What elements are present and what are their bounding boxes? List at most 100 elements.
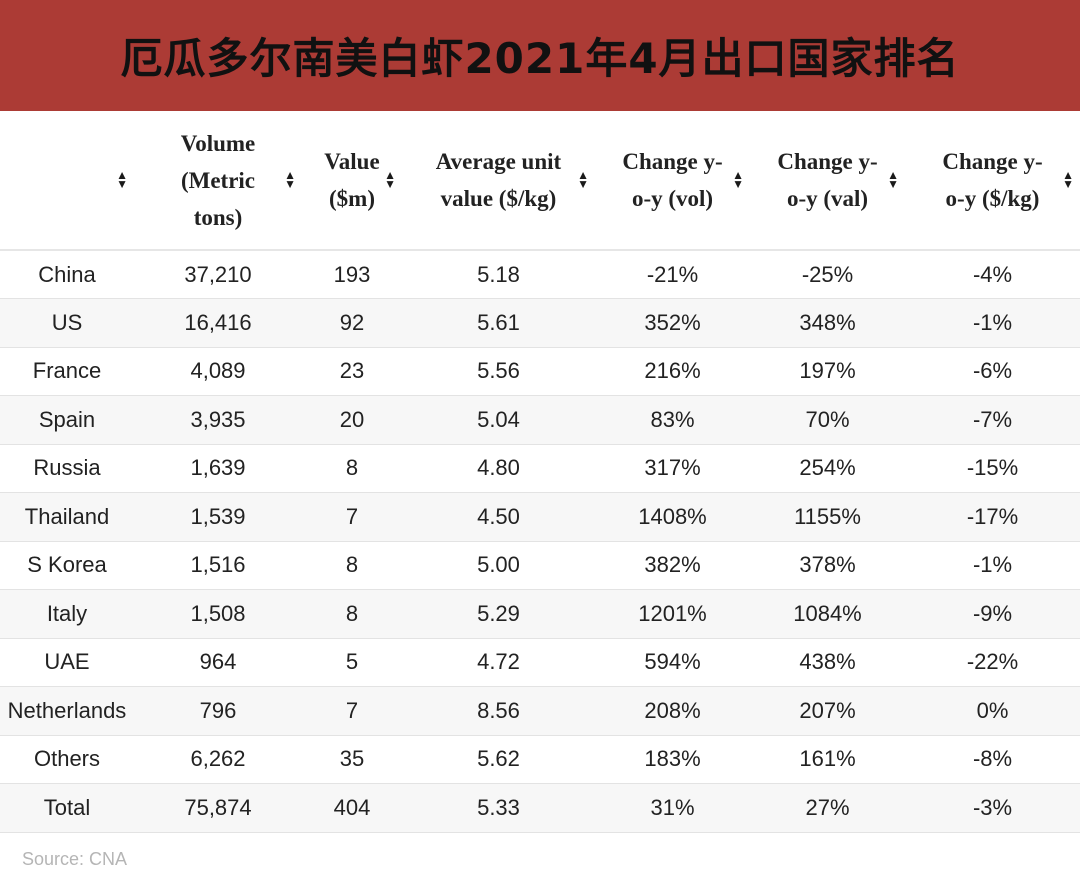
cell-change-vol: 317% [644, 455, 701, 481]
sort-icon[interactable]: ▲ ▼ [384, 168, 396, 191]
header-avg-unit-value[interactable]: Average unit value ($/kg) ▲ ▼ [402, 111, 595, 250]
sort-icon[interactable]: ▲ ▼ [1062, 168, 1074, 191]
header-label: Change y-o-y ($/kg) [942, 149, 1043, 211]
cell-volume: 1,639 [190, 455, 246, 481]
header-country[interactable]: ▲ ▼ [0, 111, 134, 250]
cell-avg-unit-value: 5.18 [477, 261, 520, 287]
cell-change-vol: 83% [650, 406, 695, 432]
cell-value: 92 [339, 309, 365, 335]
cell-value: 35 [339, 746, 365, 772]
sort-icon[interactable]: ▲ ▼ [887, 168, 899, 191]
table-row: France 4,089 23 5.56 216% 197% -6% [0, 347, 1080, 396]
cell-value: 404 [333, 794, 371, 820]
table-row: US 16,416 92 5.61 352% 348% -1% [0, 298, 1080, 347]
cell-change-per-kg: -22% [966, 649, 1019, 675]
cell-change-vol: 183% [644, 746, 701, 772]
table-row: S Korea 1,516 8 5.00 382% 378% -1% [0, 541, 1080, 590]
cell-volume: 3,935 [190, 406, 246, 432]
cell-country: UAE [44, 649, 90, 675]
table-row: Total 75,874 404 5.33 31% 27% -3% [0, 783, 1080, 832]
cell-volume: 796 [199, 697, 237, 723]
table-row: Spain 3,935 20 5.04 83% 70% -7% [0, 395, 1080, 444]
cell-change-vol: 594% [644, 649, 701, 675]
cell-change-val: 27% [805, 794, 850, 820]
cell-value: 7 [345, 503, 359, 529]
table-body: China 37,210 193 5.18 -21% -25% -4% US 1… [0, 250, 1080, 832]
table-row: Russia 1,639 8 4.80 317% 254% -15% [0, 444, 1080, 493]
cell-change-vol: 382% [644, 552, 701, 578]
header-volume[interactable]: Volume (Metric tons) ▲ ▼ [134, 111, 302, 250]
cell-avg-unit-value: 4.50 [477, 503, 520, 529]
cell-value: 8 [345, 455, 359, 481]
cell-change-val: 1084% [793, 600, 862, 626]
cell-change-per-kg: -6% [972, 358, 1013, 384]
cell-change-vol: 1408% [638, 503, 707, 529]
cell-change-val: 207% [799, 697, 856, 723]
cell-change-val: 161% [799, 746, 856, 772]
sort-icon[interactable]: ▲ ▼ [284, 168, 296, 191]
cell-value: 193 [333, 261, 371, 287]
cell-avg-unit-value: 5.04 [477, 406, 520, 432]
cell-country: Russia [33, 455, 101, 481]
cell-country: France [32, 358, 102, 384]
cell-volume: 4,089 [190, 358, 246, 384]
cell-avg-unit-value: 4.72 [477, 649, 520, 675]
cell-change-val: 438% [799, 649, 856, 675]
cell-volume: 6,262 [190, 746, 246, 772]
header-label: Change y-o-y (vol) [622, 149, 723, 211]
cell-change-vol: -21% [646, 261, 699, 287]
table-row: Netherlands 796 7 8.56 208% 207% 0% [0, 686, 1080, 735]
header-change-vol[interactable]: Change y-o-y (vol) ▲ ▼ [595, 111, 750, 250]
cell-change-val: 197% [799, 358, 856, 384]
cell-avg-unit-value: 5.00 [477, 552, 520, 578]
cell-avg-unit-value: 5.62 [477, 746, 520, 772]
table-header-row: ▲ ▼ Volume (Metric tons) ▲ ▼ Value ($m) ▲ ▼… [0, 111, 1080, 250]
cell-change-per-kg: -4% [972, 261, 1013, 287]
header-value[interactable]: Value ($m) ▲ ▼ [302, 111, 402, 250]
cell-volume: 1,508 [190, 600, 246, 626]
sort-icon[interactable]: ▲ ▼ [577, 168, 589, 191]
cell-avg-unit-value: 5.29 [477, 600, 520, 626]
cell-value: 23 [339, 358, 365, 384]
sort-icon[interactable]: ▲ ▼ [116, 168, 128, 191]
cell-avg-unit-value: 5.56 [477, 358, 520, 384]
cell-change-per-kg: -7% [972, 406, 1013, 432]
export-table: ▲ ▼ Volume (Metric tons) ▲ ▼ Value ($m) ▲ ▼… [0, 111, 1080, 833]
cell-avg-unit-value: 5.61 [477, 309, 520, 335]
sort-icon[interactable]: ▲ ▼ [732, 168, 744, 191]
cell-volume: 964 [199, 649, 237, 675]
cell-country: Italy [46, 600, 88, 626]
cell-change-val: 70% [805, 406, 850, 432]
cell-change-per-kg: -8% [972, 746, 1013, 772]
cell-avg-unit-value: 4.80 [477, 455, 520, 481]
cell-value: 8 [345, 552, 359, 578]
cell-volume: 1,539 [190, 503, 246, 529]
header-label: Volume (Metric tons) [180, 130, 256, 230]
table-row: China 37,210 193 5.18 -21% -25% -4% [0, 250, 1080, 299]
cell-change-val: 378% [799, 552, 856, 578]
cell-volume: 37,210 [184, 261, 252, 287]
cell-volume: 75,874 [184, 794, 252, 820]
cell-change-per-kg: -1% [972, 309, 1013, 335]
cell-country: Spain [38, 406, 96, 432]
cell-change-vol: 216% [644, 358, 701, 384]
table-row: Italy 1,508 8 5.29 1201% 1084% -9% [0, 589, 1080, 638]
table-row: UAE 964 5 4.72 594% 438% -22% [0, 638, 1080, 687]
cell-country: S Korea [27, 552, 107, 578]
cell-country: US [51, 309, 83, 335]
cell-country: Thailand [24, 503, 110, 529]
cell-value: 8 [345, 600, 359, 626]
cell-avg-unit-value: 8.56 [477, 697, 520, 723]
cell-change-vol: 352% [644, 309, 701, 335]
cell-change-vol: 208% [644, 697, 701, 723]
header-change-per-kg[interactable]: Change y-o-y ($/kg) ▲ ▼ [905, 111, 1080, 250]
cell-country: Netherlands [7, 697, 127, 723]
header-label: Value ($m) [324, 149, 380, 211]
source-note: Source: CNA [22, 849, 128, 869]
cell-change-per-kg: -17% [966, 503, 1019, 529]
header-change-val[interactable]: Change y-o-y (val) ▲ ▼ [750, 111, 905, 250]
cell-volume: 16,416 [184, 309, 252, 335]
cell-change-per-kg: -15% [966, 455, 1019, 481]
cell-change-vol: 1201% [638, 600, 707, 626]
cell-country: Others [33, 746, 101, 772]
